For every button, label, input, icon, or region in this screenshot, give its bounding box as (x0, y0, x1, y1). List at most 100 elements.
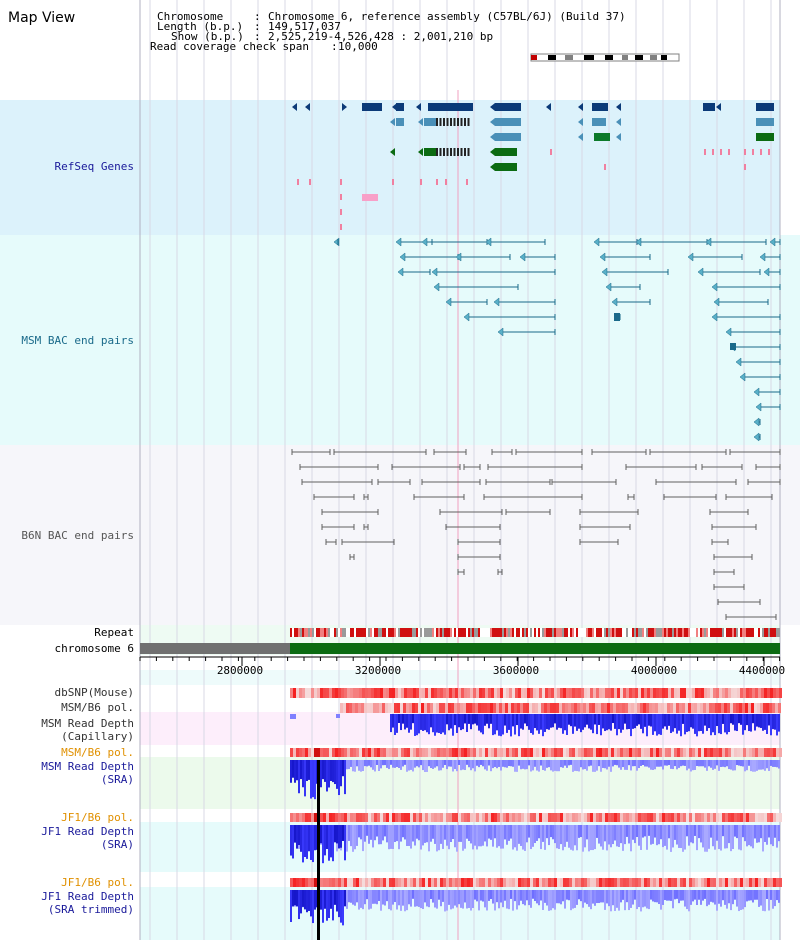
jf1-sra-depth-bar (548, 825, 550, 846)
repeat-bar (294, 628, 296, 637)
msm-sra-depth-bar (492, 760, 494, 769)
capillary-depth-bar (462, 714, 464, 730)
capillary-depth-bar (704, 714, 706, 726)
msm-pol-strip-1 (415, 703, 418, 713)
jf1-b6-pol-label-1[interactable]: JF1/B6 pol. (61, 811, 134, 824)
msm-pol-strip-2 (587, 748, 590, 757)
repeat-bar (508, 628, 510, 637)
jf1-pol-strip-2 (416, 878, 419, 887)
dbsnp-label[interactable]: dbSNP(Mouse) (54, 686, 134, 699)
msm-b6-pol-label-2[interactable]: MSM/B6 pol. (61, 746, 134, 759)
dbsnp-strip (656, 688, 659, 698)
repeat-bar (600, 628, 602, 637)
msm-pol-strip-1 (694, 703, 697, 713)
msm-sra-depth-bar (520, 760, 522, 770)
jf1-pol-strip-1 (656, 813, 659, 822)
repeat-bar (296, 628, 298, 637)
jf1-sra-depth-bar (488, 825, 490, 839)
msm-pol-strip-1 (664, 703, 667, 713)
jf1-pol-strip-1 (638, 813, 641, 822)
dbsnp-strip (335, 688, 338, 698)
jf1-depth-sra-label[interactable]: JF1 Read Depth (SRA) (41, 825, 134, 851)
repeat-bar (776, 628, 778, 637)
jf1-trim-depth-bar (610, 890, 612, 912)
jf1-sra-depth-bar (650, 825, 652, 845)
msm-sra-depth-bar (614, 760, 616, 765)
jf1-depth-trimmed-label[interactable]: JF1 Read Depth (SRA trimmed) (41, 890, 134, 916)
jf1-pol-strip-1 (356, 813, 359, 822)
capillary-depth-bar (696, 714, 698, 737)
msm-depth-sra-label[interactable]: MSM Read Depth (SRA) (41, 760, 134, 786)
jf1-trim-depth-peak (312, 890, 314, 924)
msm-pol-strip-1 (565, 703, 568, 713)
jf1-pol-strip-2 (545, 878, 548, 887)
msm-bac-block (730, 343, 736, 350)
msm-pol-strip-1 (736, 703, 739, 713)
msm-pol-strip-2 (725, 748, 728, 757)
capillary-depth-bar (724, 714, 726, 733)
msm-pol-strip-2 (671, 748, 674, 757)
jf1-pol-strip-2 (614, 878, 617, 887)
repeat-bar (668, 628, 670, 637)
capillary-depth-bar (698, 714, 700, 732)
jf1-sra-depth-bar (662, 825, 664, 848)
msm-pol-strip-2 (518, 748, 521, 757)
jf1-pol-strip-1 (590, 813, 593, 822)
msm-pol-strip-2 (629, 748, 632, 757)
repeat-bar (532, 628, 534, 637)
msm-pol-strip-1 (574, 703, 577, 713)
msm-sra-depth-peak (294, 760, 296, 783)
refseq-genes-label[interactable]: RefSeq Genes (54, 160, 134, 173)
jf1-b6-pol-label-2[interactable]: JF1/B6 pol. (61, 876, 134, 889)
jf1-pol-strip-2 (404, 878, 407, 887)
b6n-bac-label[interactable]: B6N BAC end pairs (21, 529, 134, 542)
jf1-trim-depth-bar (650, 890, 652, 900)
msm-pol-strip-1 (373, 703, 376, 713)
msm-sra-depth-bar (422, 760, 424, 771)
msm-sra-depth-bar (648, 760, 650, 768)
capillary-depth-bar (644, 714, 646, 727)
capillary-depth-bar (560, 714, 562, 729)
repeat-bar (614, 628, 616, 637)
gene-exon (457, 118, 459, 126)
msm-pol-strip-2 (512, 748, 515, 757)
msm-depth-capillary-label[interactable]: MSM Read Depth (Capillary) (41, 717, 134, 743)
jf1-pol-strip-1 (374, 813, 377, 822)
repeat-bar (512, 628, 514, 637)
dbsnp-strip (536, 688, 539, 698)
jf1-sra-depth-bar (668, 825, 670, 839)
msm-pol-strip-1 (595, 703, 598, 713)
msm-bac-label[interactable]: MSM BAC end pairs (21, 334, 134, 347)
jf1-sra-depth-bar (734, 825, 736, 837)
jf1-pol-strip-1 (632, 813, 635, 822)
jf1-pol-strip-2 (644, 878, 647, 887)
jf1-sra-depth-bar (388, 825, 390, 850)
msm-pol-strip-1 (466, 703, 469, 713)
jf1-pol-strip-2 (293, 878, 296, 887)
msm-pol-strip-2 (686, 748, 689, 757)
jf1-trim-depth-bar (406, 890, 408, 911)
msm-sra-depth-bar (532, 760, 534, 771)
show-value: 2,525,219-4,526,428 : 2,001,210 bp (268, 30, 494, 43)
msm-b6-pol-label-1[interactable]: MSM/B6 pol. (61, 701, 134, 714)
dbsnp-strip (713, 688, 716, 698)
dbsnp-strip (422, 688, 425, 698)
jf1-pol-strip-2 (722, 878, 725, 887)
msm-pol-strip-1 (592, 703, 595, 713)
repeat-bar (356, 628, 358, 637)
jf1-sra-depth-bar (648, 825, 650, 836)
repeat-bar (648, 628, 650, 637)
msm-pol-strip-2 (761, 748, 764, 757)
jf1-sra-depth-bar (434, 825, 436, 844)
jf1-sra-depth-bar (518, 825, 520, 844)
capillary-depth-bar (732, 714, 734, 725)
msm-pol-strip-2 (638, 748, 641, 757)
msm-sra-depth-bar (486, 760, 488, 771)
jf1-trim-depth-bar (486, 890, 488, 911)
jf1-pol-strip-1 (770, 813, 773, 822)
jf1-trim-depth-bar (464, 890, 466, 903)
msm-sra-depth-peak (314, 760, 316, 800)
capillary-depth-bar (774, 714, 776, 730)
dbsnp-strip (353, 688, 356, 698)
jf1-sra-depth-bar (494, 825, 496, 839)
